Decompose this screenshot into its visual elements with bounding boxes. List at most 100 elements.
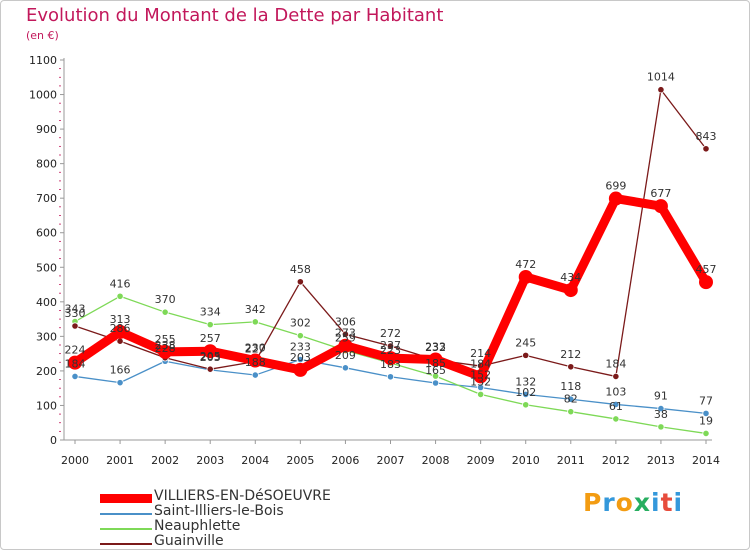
data-point-3	[522, 351, 530, 359]
data-label-0: 230	[245, 342, 266, 355]
data-point-3	[612, 372, 620, 381]
data-label-1: 132	[515, 375, 536, 388]
logo-letter: i	[651, 488, 661, 517]
data-point-2	[702, 429, 710, 438]
data-label-1: 166	[110, 364, 131, 377]
data-label-3: 843	[696, 130, 717, 143]
data-label-3: 330	[65, 307, 86, 320]
data-label-2: 416	[110, 277, 131, 290]
data-point-3	[567, 363, 575, 371]
data-point-0	[203, 344, 218, 359]
data-point-3	[296, 278, 304, 286]
x-tick-label: 2013	[647, 454, 675, 467]
data-point-2	[116, 292, 124, 300]
data-label-3: 245	[515, 336, 536, 349]
data-label-1: 184	[65, 357, 86, 370]
data-label-0: 434	[560, 271, 581, 284]
data-point-1	[386, 373, 395, 381]
data-label-3: 214	[470, 347, 491, 360]
legend-label: Saint-Illiers-le-Bois	[154, 503, 284, 519]
data-point-1	[567, 395, 575, 403]
data-point-3	[206, 365, 214, 373]
data-label-2: 38	[654, 408, 668, 421]
y-tick-label: 400	[36, 296, 57, 309]
legend-swatch	[100, 513, 152, 515]
data-point-1	[296, 355, 304, 364]
data-point-1	[522, 390, 530, 398]
data-point-3	[386, 342, 395, 350]
data-label-1: 188	[245, 356, 266, 369]
data-label-2: 102	[515, 386, 536, 399]
data-point-1	[477, 383, 485, 392]
legend-swatch	[100, 494, 152, 503]
data-point-1	[341, 364, 350, 372]
legend-swatch	[100, 543, 152, 545]
chart-title: Evolution du Montant de la Dette par Hab…	[26, 5, 444, 26]
y-tick-label: 800	[36, 158, 57, 171]
legend-label: Guainville	[154, 533, 224, 549]
data-point-0	[293, 362, 308, 377]
data-label-2: 132	[470, 375, 491, 388]
data-label-1: 91	[654, 390, 668, 403]
data-label-2: 343	[65, 303, 86, 316]
logo-letter: r	[602, 488, 616, 517]
data-point-1	[71, 372, 79, 381]
data-label-0: 184	[470, 357, 491, 370]
data-label-1: 152	[470, 368, 491, 381]
x-tick-label: 2004	[241, 454, 269, 467]
x-tick-label: 2002	[151, 454, 179, 467]
data-label-2: 342	[245, 303, 266, 316]
data-point-0	[338, 338, 353, 353]
y-tick-label: 0	[50, 434, 57, 447]
data-point-0	[68, 355, 82, 370]
data-point-2	[206, 321, 214, 329]
data-label-1: 228	[155, 342, 176, 355]
data-point-0	[653, 199, 668, 214]
data-point-1	[657, 404, 665, 413]
data-point-0	[518, 269, 533, 284]
data-point-0	[428, 352, 443, 367]
data-label-0: 203	[290, 351, 311, 364]
data-label-2: 185	[425, 357, 446, 370]
data-point-3	[71, 322, 79, 330]
data-point-2	[567, 408, 575, 416]
x-tick-label: 2014	[692, 454, 720, 467]
data-label-2: 302	[290, 317, 311, 330]
x-tick-label: 2006	[331, 454, 359, 467]
data-point-2	[251, 318, 259, 326]
data-point-2	[161, 308, 169, 316]
proxiti-logo: Proxiti	[583, 488, 683, 517]
y-tick-label: 700	[36, 192, 57, 205]
data-label-2: 19	[699, 414, 713, 427]
legend-swatch	[100, 528, 152, 530]
data-label-0: 457	[696, 263, 717, 276]
x-tick-label: 2000	[61, 454, 89, 467]
data-point-2	[477, 390, 485, 398]
chart-unit: (en €)	[26, 29, 59, 42]
data-point-2	[522, 401, 530, 409]
data-label-1: 183	[380, 358, 401, 371]
x-tick-label: 2011	[557, 454, 585, 467]
data-label-3: 1014	[647, 71, 675, 84]
legend-label: Neauphlette	[154, 518, 241, 534]
x-tick-label: 2012	[602, 454, 630, 467]
data-label-1: 233	[290, 341, 311, 354]
data-point-1	[612, 400, 620, 409]
data-label-1: 118	[560, 380, 581, 393]
data-point-3	[116, 337, 124, 345]
data-label-3: 212	[560, 348, 581, 361]
y-tick-label: 1000	[29, 89, 57, 102]
x-tick-label: 2005	[286, 454, 314, 467]
data-point-3	[702, 145, 710, 153]
x-tick-label: 2003	[196, 454, 224, 467]
data-label-0: 699	[605, 180, 626, 193]
y-tick-label: 100	[36, 399, 57, 412]
data-point-3	[657, 86, 665, 94]
data-label-3: 458	[290, 263, 311, 276]
x-tick-label: 2007	[377, 454, 405, 467]
data-label-0: 313	[110, 313, 131, 326]
data-point-1	[702, 409, 710, 417]
data-label-0: 273	[335, 327, 356, 340]
data-label-0: 677	[650, 187, 671, 200]
